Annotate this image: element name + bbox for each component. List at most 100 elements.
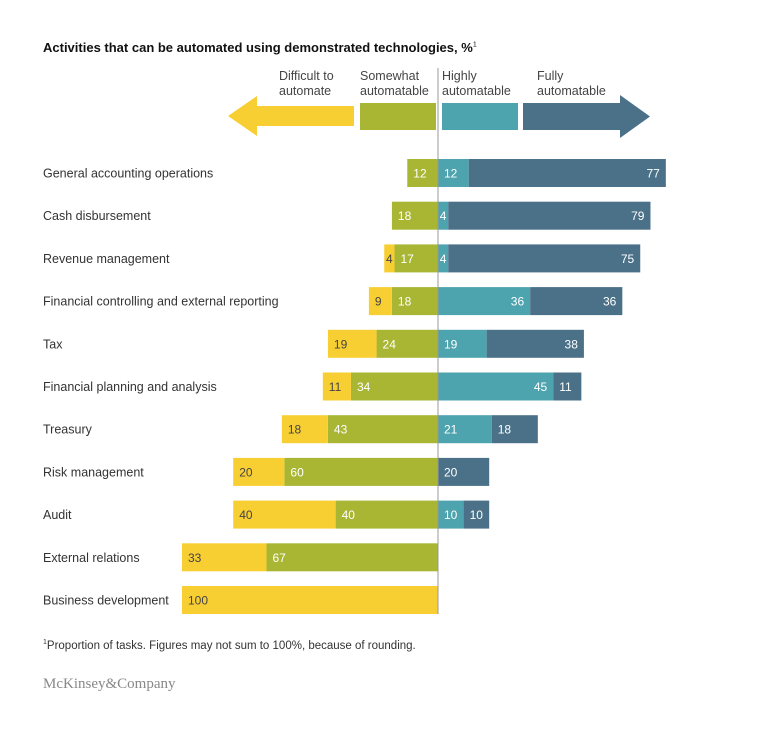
- data-label: 36: [603, 295, 617, 309]
- category-label: Audit: [43, 508, 72, 522]
- data-label: 36: [511, 295, 525, 309]
- data-label: 11: [329, 380, 342, 394]
- bar-somewhat: [266, 543, 438, 572]
- legend-box-somewhat: [360, 103, 436, 130]
- data-label: 12: [444, 167, 458, 181]
- category-label: Financial controlling and external repor…: [43, 295, 279, 309]
- bar-somewhat: [391, 287, 438, 316]
- data-label: 20: [444, 465, 458, 479]
- category-label: Risk management: [43, 465, 144, 479]
- bar-somewhat: [335, 500, 438, 529]
- bar-fully: [530, 287, 623, 316]
- data-label: 34: [357, 380, 371, 394]
- bar-highly: [438, 159, 469, 187]
- bar-somewhat: [407, 159, 438, 187]
- bar-fully: [553, 372, 582, 401]
- footnote: 1Proportion of tasks. Figures may not su…: [43, 639, 416, 652]
- bar-fully: [486, 329, 584, 358]
- bar-fully: [491, 415, 538, 444]
- bar-difficult: [281, 415, 328, 444]
- bar-fully: [448, 201, 651, 230]
- data-label: 100: [188, 594, 208, 608]
- data-label: 18: [288, 423, 302, 437]
- bar-highly: [438, 372, 554, 401]
- chart-row: External relations 67 33: [43, 543, 438, 572]
- legend-label-highly-line2: automatable: [442, 84, 511, 98]
- category-label: Business development: [43, 594, 169, 608]
- data-label: 75: [621, 252, 635, 266]
- chart-title: Activities that can be automated using d…: [43, 40, 477, 55]
- data-label: 77: [646, 167, 660, 181]
- bar-highly: [438, 201, 449, 230]
- chart-row: General accounting operations 12 12 77: [43, 159, 666, 187]
- data-label: 12: [413, 167, 427, 181]
- legend-label-difficult-line2: automate: [279, 84, 331, 98]
- legend-label-highly: Highly automatable: [442, 69, 511, 98]
- data-label: 21: [444, 423, 458, 437]
- chart-row: Audit 40 40 10 10: [43, 500, 490, 529]
- footnote-marker: 1: [43, 639, 47, 646]
- bar-somewhat: [376, 329, 438, 358]
- data-label: 60: [290, 465, 304, 479]
- legend-label-difficult: Difficult to automate: [279, 69, 334, 98]
- data-label: 18: [398, 209, 412, 223]
- bar-difficult: [182, 543, 267, 572]
- bar-somewhat: [391, 201, 438, 230]
- data-label: 17: [400, 252, 414, 266]
- bar-fully: [438, 457, 490, 486]
- data-label: 4: [440, 209, 447, 223]
- bar-fully: [448, 244, 641, 273]
- bar-highly: [438, 415, 492, 444]
- bar-highly: [438, 244, 449, 273]
- bar-highly: [438, 500, 464, 529]
- legend-box-highly: [442, 103, 518, 130]
- bar-difficult: [233, 457, 285, 486]
- data-label: 18: [398, 295, 412, 309]
- legend-arrow-difficult: [228, 96, 354, 136]
- data-label: 20: [239, 465, 253, 479]
- chart-row: Financial controlling and external repor…: [43, 287, 623, 316]
- data-label: 67: [272, 551, 286, 565]
- data-label: 43: [334, 423, 348, 437]
- chart-rows: General accounting operations 12 12 77 Cash …: [43, 159, 666, 614]
- bar-difficult: [384, 244, 395, 273]
- bar-somewhat: [284, 457, 438, 486]
- chart-row: Treasury 43 18 21 18: [43, 415, 538, 444]
- category-label: External relations: [43, 551, 140, 565]
- data-label: 18: [498, 423, 512, 437]
- data-label: 11: [559, 380, 572, 394]
- data-label: 19: [334, 337, 348, 351]
- chart-row: Business development 100: [43, 586, 438, 614]
- data-label: 38: [565, 337, 579, 351]
- data-label: 40: [342, 508, 356, 522]
- category-label: Cash disbursement: [43, 209, 151, 223]
- data-label: 4: [386, 252, 393, 266]
- category-label: Financial planning and analysis: [43, 380, 217, 394]
- category-label: General accounting operations: [43, 167, 213, 181]
- bar-difficult: [327, 329, 377, 358]
- data-label: 10: [444, 508, 458, 522]
- data-label: 40: [239, 508, 253, 522]
- legend-arrow-fully: [523, 95, 650, 138]
- bar-somewhat: [394, 244, 438, 273]
- legend-label-difficult-line1: Difficult to: [279, 69, 334, 83]
- legend-label-fully-line2: automatable: [537, 84, 606, 98]
- bar-fully: [468, 159, 666, 187]
- chart-row: Financial planning and analysis 34 11 45 11: [43, 372, 582, 401]
- category-label: Treasury: [43, 423, 93, 437]
- bar-somewhat: [327, 415, 438, 444]
- category-label: Revenue management: [43, 252, 170, 266]
- chart-row: Cash disbursement 18 4 79: [43, 201, 651, 230]
- category-label: Tax: [43, 337, 63, 351]
- data-label: 4: [440, 252, 447, 266]
- data-label: 33: [188, 551, 202, 565]
- bar-difficult: [368, 287, 392, 316]
- footnote-text: Proportion of tasks. Figures may not sum…: [46, 639, 416, 652]
- legend-label-fully-line1: Fully: [537, 69, 564, 83]
- data-label: 9: [375, 295, 382, 309]
- bar-highly: [438, 329, 487, 358]
- data-label: 79: [631, 209, 645, 223]
- bar-highly: [438, 287, 531, 316]
